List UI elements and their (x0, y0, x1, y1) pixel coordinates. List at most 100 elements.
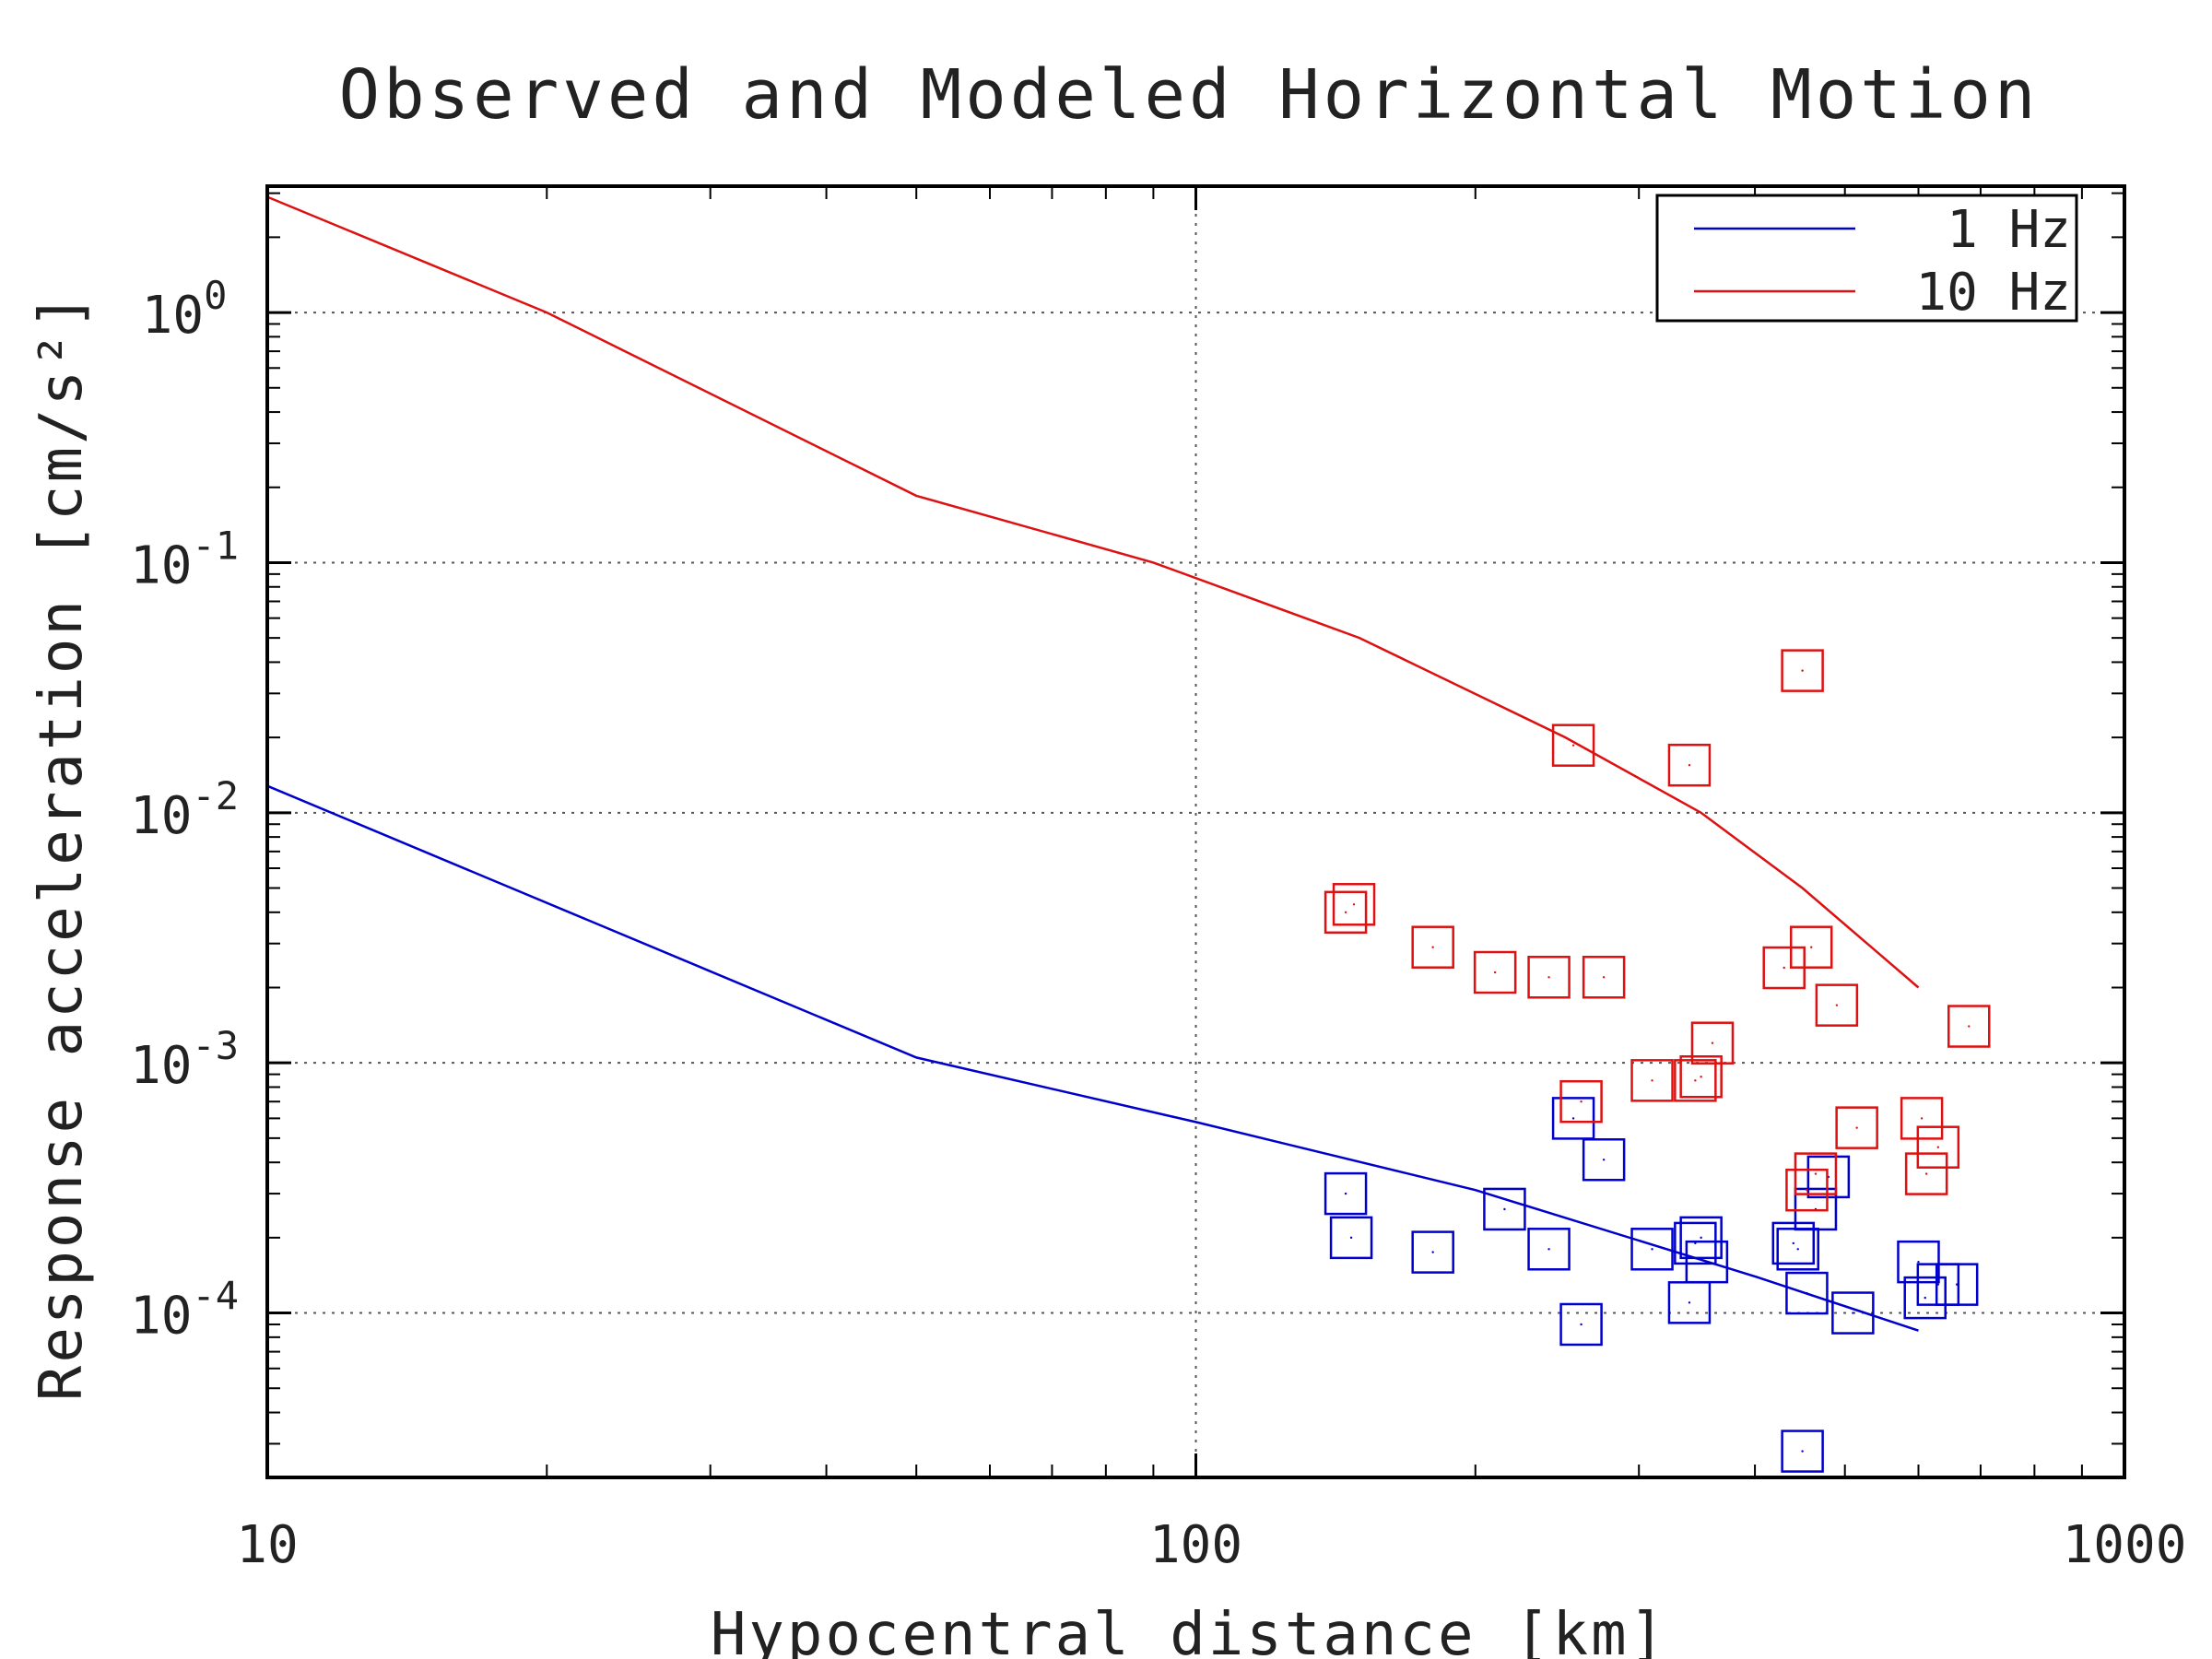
observed-point (1411, 925, 1454, 969)
observed-point (1835, 1106, 1878, 1149)
observed-point-center (1852, 1312, 1854, 1314)
observed-point-center (1700, 1076, 1702, 1078)
y-tick-label: 100 (142, 273, 228, 346)
observed-point (1674, 1059, 1717, 1102)
observed-point (1771, 1221, 1816, 1265)
observed-point-center (1810, 946, 1813, 948)
y-tick-label: 10-1 (130, 523, 239, 595)
observed-point (1324, 1171, 1368, 1216)
observed-point (1667, 743, 1712, 787)
observed-point (1935, 1263, 1979, 1306)
model-line (266, 784, 1919, 1332)
observed-point (1831, 1291, 1875, 1335)
legend-label: 1 Hz (1947, 200, 2071, 260)
observed-point-center (1968, 1025, 1971, 1028)
series-0 (266, 784, 1979, 1473)
observed-point-center (1580, 1100, 1583, 1103)
chart-title: Observed and Modeled Horizontal Motion (339, 55, 2040, 135)
observed-point (1806, 1155, 1851, 1199)
observed-point-center (1924, 1172, 1928, 1175)
observed-point-center (1571, 744, 1575, 747)
observed-point-center (1801, 1450, 1804, 1453)
observed-point (1685, 1240, 1729, 1284)
observed-point (1781, 649, 1824, 692)
observed-point-center (1580, 1323, 1583, 1326)
observed-point-center (1431, 946, 1434, 948)
y-tick-label: 10-3 (130, 1023, 239, 1096)
observed-point-center (1801, 669, 1804, 672)
y-ticks: 100 10-1 10-2 10-3 10-4 (130, 192, 2124, 1445)
x-tick-label: 10 (236, 1515, 298, 1575)
observed-point-center (1955, 1283, 1959, 1286)
observed-point (1332, 883, 1376, 926)
observed-point-center (1924, 1296, 1926, 1300)
observed-point-center (1700, 1236, 1702, 1240)
observed-point-center (1688, 763, 1691, 767)
observed-point (1674, 1221, 1717, 1265)
observed-point (1900, 1097, 1944, 1140)
x-axis-label: Hypocentral distance [km] (711, 1601, 1667, 1659)
observed-point (1781, 1430, 1824, 1473)
observed-point-center (1503, 1207, 1506, 1211)
model-line (266, 195, 1920, 989)
observed-point (1527, 1228, 1571, 1271)
observed-point-center (1602, 1159, 1606, 1161)
observed-point (1473, 950, 1517, 994)
observed-point-center (1602, 976, 1606, 979)
observed-point (1527, 956, 1571, 999)
legend-box (1655, 194, 2078, 323)
observed-point (1559, 1079, 1603, 1124)
observed-point (1559, 1302, 1603, 1347)
observed-point-center (1792, 1241, 1794, 1245)
y-axis-label: Response acceleration [cm/s²] (28, 291, 96, 1401)
plot-frame (265, 184, 2126, 1479)
observed-point (1785, 1271, 1829, 1315)
observed-point (1903, 1276, 1947, 1320)
observed-point (1551, 724, 1595, 767)
observed-point-center (1783, 966, 1785, 970)
observed-point-center (1431, 1251, 1434, 1253)
observed-point-center (1352, 903, 1356, 906)
observed-point-center (1651, 1079, 1653, 1082)
observed-point-center (1711, 1041, 1714, 1044)
legend-label: 10 Hz (1915, 263, 2071, 323)
observed-point (1630, 1059, 1674, 1102)
observed-point-center (1705, 1260, 1709, 1264)
observed-point (1789, 925, 1833, 969)
observed-point-center (1796, 1248, 1799, 1251)
observed-point-center (1349, 1236, 1353, 1240)
observed-point (1551, 1097, 1595, 1140)
observed-point (1679, 1216, 1723, 1260)
observed-point-center (1344, 1192, 1347, 1195)
observed-point-center (1814, 1172, 1818, 1175)
observed-point-center (1806, 1291, 1808, 1295)
observed-point (1324, 890, 1368, 935)
observed-point (1690, 1021, 1735, 1065)
observed-point (1582, 1138, 1626, 1182)
series (266, 195, 1991, 1473)
observed-point-center (1855, 1126, 1858, 1129)
observed-point (1679, 1055, 1723, 1099)
observed-point (1794, 1187, 1838, 1231)
observed-point (1329, 1216, 1373, 1260)
y-tick-label: 10-4 (130, 1274, 239, 1347)
y-tick-label: 10-2 (130, 773, 239, 846)
observed-point-center (1571, 1117, 1575, 1120)
grid (267, 186, 2124, 1477)
x-tick-label: 100 (1149, 1515, 1242, 1575)
series-1 (266, 195, 1991, 1212)
observed-point (1582, 956, 1626, 999)
observed-point (1794, 1152, 1838, 1195)
observed-point-center (1835, 1004, 1839, 1006)
observed-point-center (1806, 1189, 1808, 1192)
observed-point-center (1917, 1260, 1920, 1264)
observed-point (1916, 1125, 1960, 1169)
x-ticks: 10 100 1000 (236, 186, 2186, 1575)
observed-point (1785, 1168, 1829, 1212)
observed-point-center (1344, 911, 1347, 914)
observed-point (1815, 983, 1859, 1027)
observed-point (1483, 1187, 1526, 1231)
observed-point-center (1694, 1079, 1697, 1082)
